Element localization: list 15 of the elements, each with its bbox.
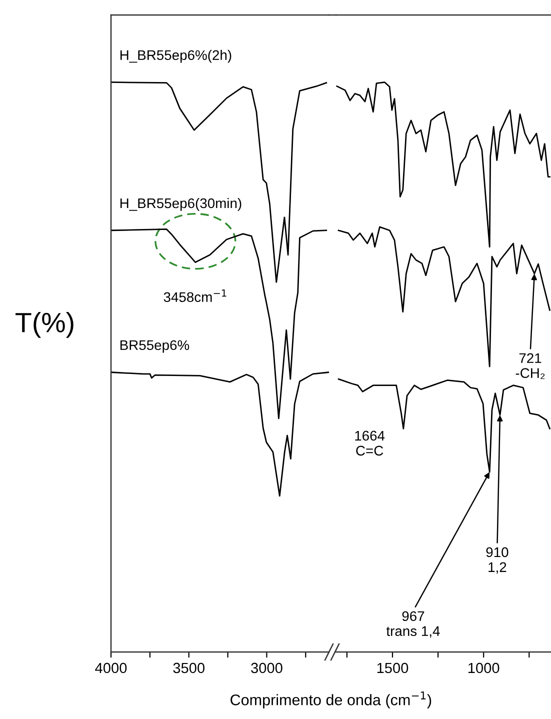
x-tick-label: 4000	[95, 662, 127, 674]
series-label: BR55ep6%	[120, 340, 190, 353]
annotation: 721 -CH₂	[516, 353, 545, 380]
x-tick-label: 1500	[377, 662, 408, 674]
series-label: H_BR55ep6%(2h)	[120, 50, 232, 63]
annotation: 967 trans 1,4	[386, 611, 440, 638]
annotation: 1664 C=C	[355, 430, 385, 456]
annotation: 910 1,2	[486, 547, 508, 574]
series-label: H_BR55ep6(30min)	[120, 198, 242, 211]
annotation: 3458cm$^{−1}$	[164, 289, 226, 302]
x-axis-title: Comprimento de onda (cm$^{−1}$)	[230, 692, 432, 708]
y-axis-title: T(%)	[16, 312, 74, 338]
x-tick-label: 3000	[251, 662, 282, 674]
x-tick-label: 3500	[173, 662, 205, 674]
x-tick-label: 1000	[468, 662, 500, 674]
